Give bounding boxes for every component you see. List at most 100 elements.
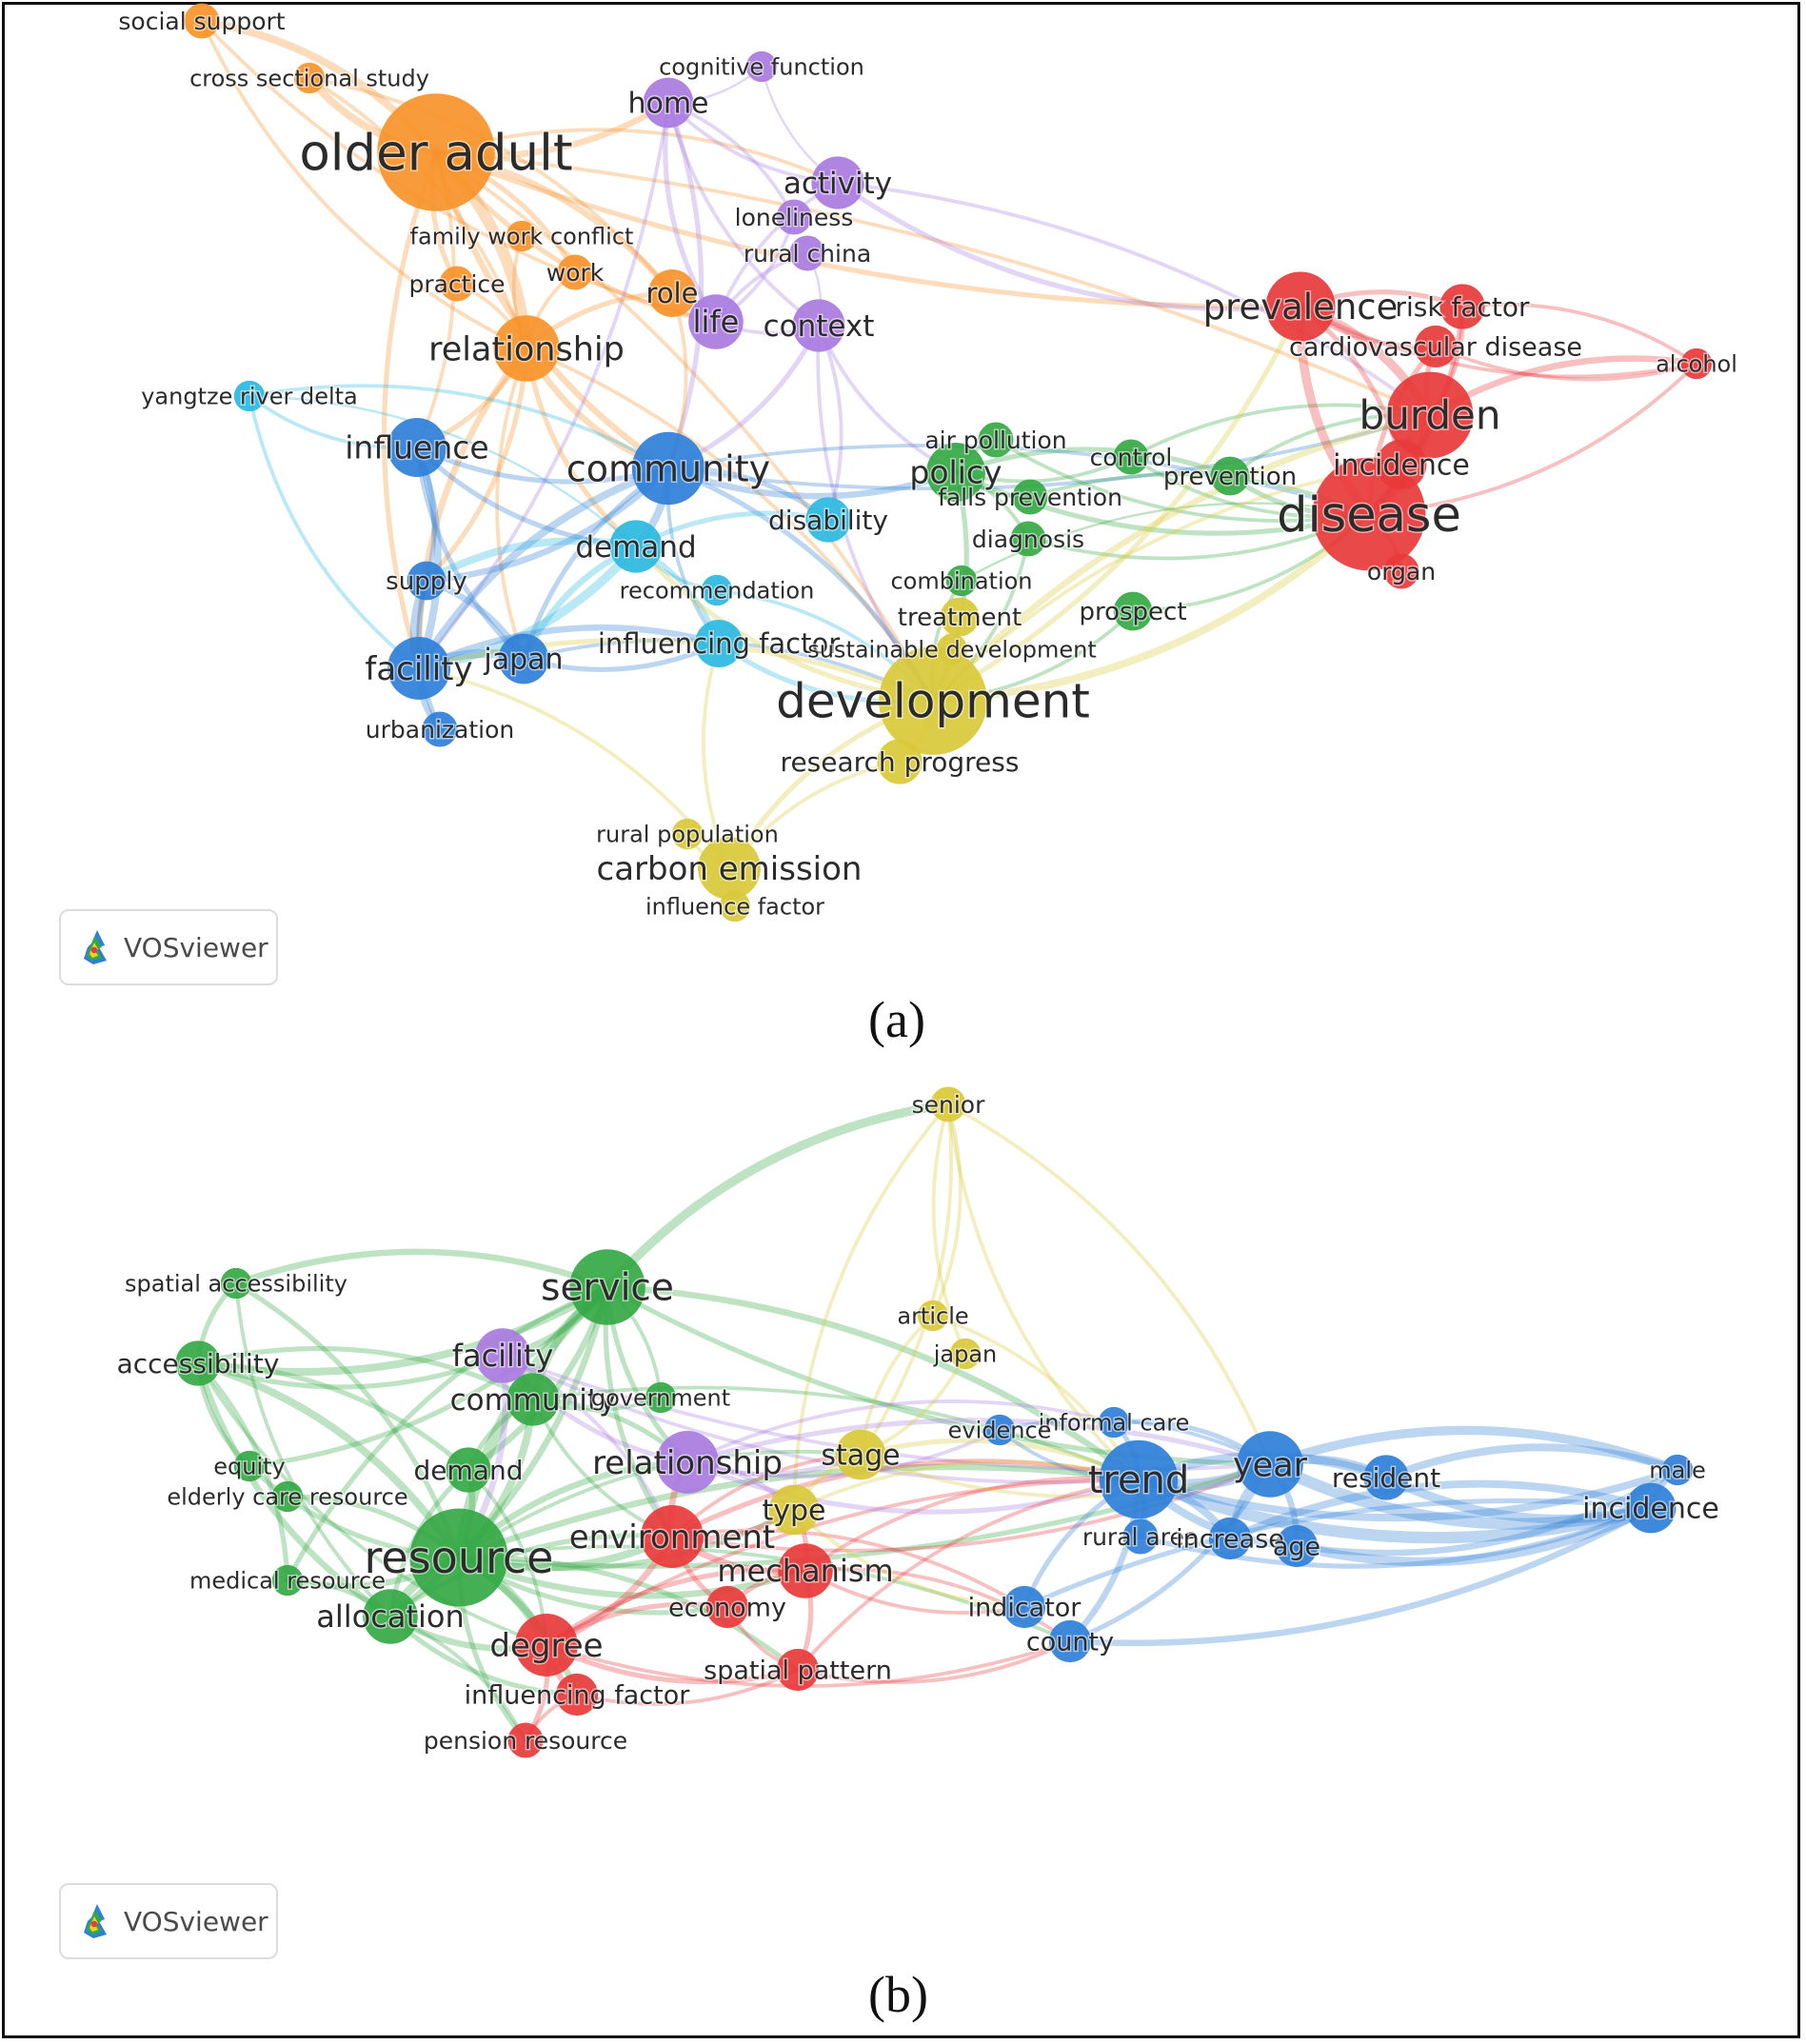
network-link	[247, 1284, 610, 1469]
network-node	[768, 1484, 820, 1536]
network-node	[515, 1614, 578, 1677]
node-label: work	[546, 259, 605, 287]
network-node	[439, 266, 475, 302]
network-link	[501, 1354, 674, 1538]
node-label: evidence	[948, 1417, 1052, 1443]
node-label: incidence	[1582, 1493, 1719, 1526]
network-link	[575, 1668, 800, 1706]
network-node	[1099, 1439, 1179, 1519]
node-label: pension resource	[424, 1727, 627, 1755]
node-label: urbanization	[366, 716, 514, 744]
network-node	[506, 1373, 560, 1426]
network-link	[1022, 1498, 1654, 1610]
network-link	[545, 1478, 1141, 1647]
network-node	[940, 597, 980, 637]
node-label: air pollution	[924, 427, 1066, 454]
network-link	[929, 411, 1434, 704]
network-node	[811, 156, 864, 209]
network-node	[631, 431, 705, 506]
network-node	[835, 1429, 886, 1480]
network-node	[1439, 284, 1485, 329]
network-link	[859, 1102, 953, 1457]
network-link	[455, 1463, 1142, 1561]
node-label: relationship	[592, 1444, 783, 1482]
node-label: mechanism	[717, 1553, 893, 1589]
node-label: organ	[1367, 558, 1436, 585]
vosviewer-logo-icon	[84, 930, 107, 964]
node-label: prevention	[1163, 463, 1297, 491]
node-label: economy	[668, 1593, 786, 1622]
network-node	[930, 1086, 966, 1122]
network-link	[685, 1459, 1141, 1515]
network-link	[414, 445, 526, 662]
node-label: social support	[118, 8, 285, 35]
node-label: county	[1026, 1627, 1114, 1657]
network-link	[1263, 1458, 1657, 1530]
network-node	[1265, 271, 1336, 342]
node-label: demand	[575, 530, 696, 565]
network-link	[792, 1459, 1141, 1512]
network-node	[789, 235, 825, 271]
network-node	[1386, 371, 1474, 459]
node-label: falls prevention	[938, 484, 1122, 511]
node-label: life	[693, 304, 740, 340]
network-link	[859, 1453, 1272, 1498]
node-label: equity	[213, 1453, 286, 1479]
network-link	[194, 1359, 394, 1620]
node-label: age	[1273, 1532, 1320, 1561]
network-link	[663, 100, 719, 325]
network-node	[1098, 1406, 1130, 1439]
node-label: spatial pattern	[704, 1656, 892, 1685]
network-node	[705, 1585, 749, 1629]
network-link	[1460, 302, 1698, 366]
network-link	[415, 345, 530, 672]
network-node	[647, 268, 697, 318]
network-node	[493, 315, 560, 382]
network-node	[1680, 347, 1713, 380]
network-link	[666, 444, 1371, 516]
network-node	[220, 1267, 252, 1300]
node-label: facility	[365, 650, 472, 688]
network-node	[805, 497, 851, 543]
network-link	[414, 445, 639, 549]
network-node	[1414, 325, 1458, 368]
node-label: spatial accessibility	[125, 1270, 347, 1297]
node-label: environment	[569, 1518, 776, 1557]
network-node	[377, 93, 495, 211]
network-node	[701, 574, 733, 606]
network-link	[835, 180, 1303, 312]
node-label: allocation	[316, 1598, 464, 1635]
network-link	[953, 469, 1372, 536]
network-node	[184, 3, 220, 39]
network-node	[293, 62, 326, 94]
network-node	[1048, 1619, 1092, 1663]
vosviewer-badge-b: VOSviewer	[59, 1883, 278, 1959]
node-label: resident	[1332, 1462, 1440, 1494]
node-label: development	[776, 674, 1090, 729]
network-link	[685, 1418, 1273, 1467]
network-node	[1383, 553, 1419, 589]
network-link	[308, 76, 674, 295]
node-label: incidence	[1333, 449, 1470, 483]
network-map-a: social support cross sectional study older…	[117, 3, 1738, 923]
node-label: demand	[414, 1455, 524, 1486]
network-node	[407, 561, 447, 601]
vosviewer-logo-icon	[84, 1904, 107, 1938]
network-node	[641, 1505, 704, 1568]
network-node	[1625, 1482, 1677, 1534]
network-node	[555, 1673, 599, 1717]
network-link	[531, 1385, 1141, 1481]
node-label: policy	[909, 454, 1002, 491]
node-label: cardiovascular disease	[1289, 332, 1582, 362]
network-link	[1299, 305, 1698, 379]
node-label: degree	[489, 1627, 603, 1665]
network-link	[931, 1102, 967, 1356]
node-label: loneliness	[735, 204, 854, 231]
network-link	[930, 304, 1303, 704]
network-node	[1208, 1517, 1252, 1560]
network-node	[387, 637, 450, 700]
node-label: supply	[386, 567, 467, 596]
node-label: context	[764, 309, 875, 344]
node-label: risk factor	[1395, 291, 1530, 323]
network-link	[1381, 1473, 1656, 1524]
